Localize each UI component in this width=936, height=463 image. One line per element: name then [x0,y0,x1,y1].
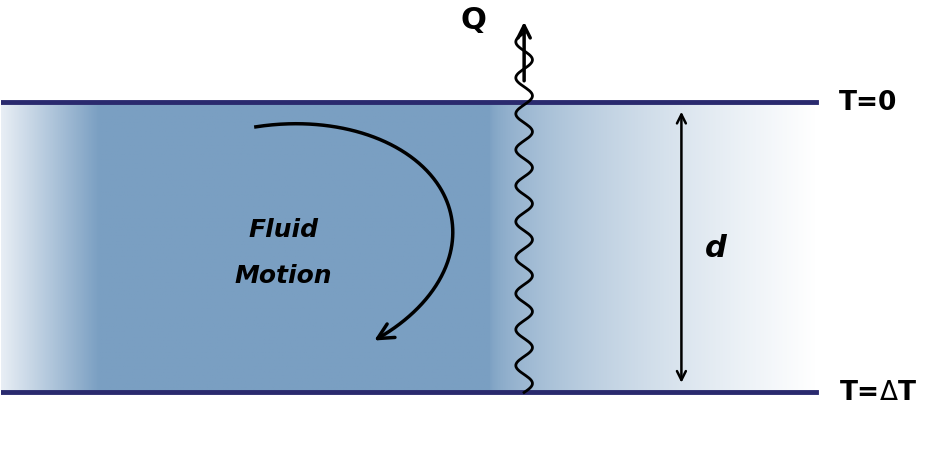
Text: T=$\Delta$T: T=$\Delta$T [838,380,915,406]
Text: d: d [704,233,725,262]
Text: Q: Q [460,6,486,34]
Text: T=0: T=0 [838,90,896,116]
Text: Fluid: Fluid [248,217,318,241]
Text: Motion: Motion [235,263,332,287]
